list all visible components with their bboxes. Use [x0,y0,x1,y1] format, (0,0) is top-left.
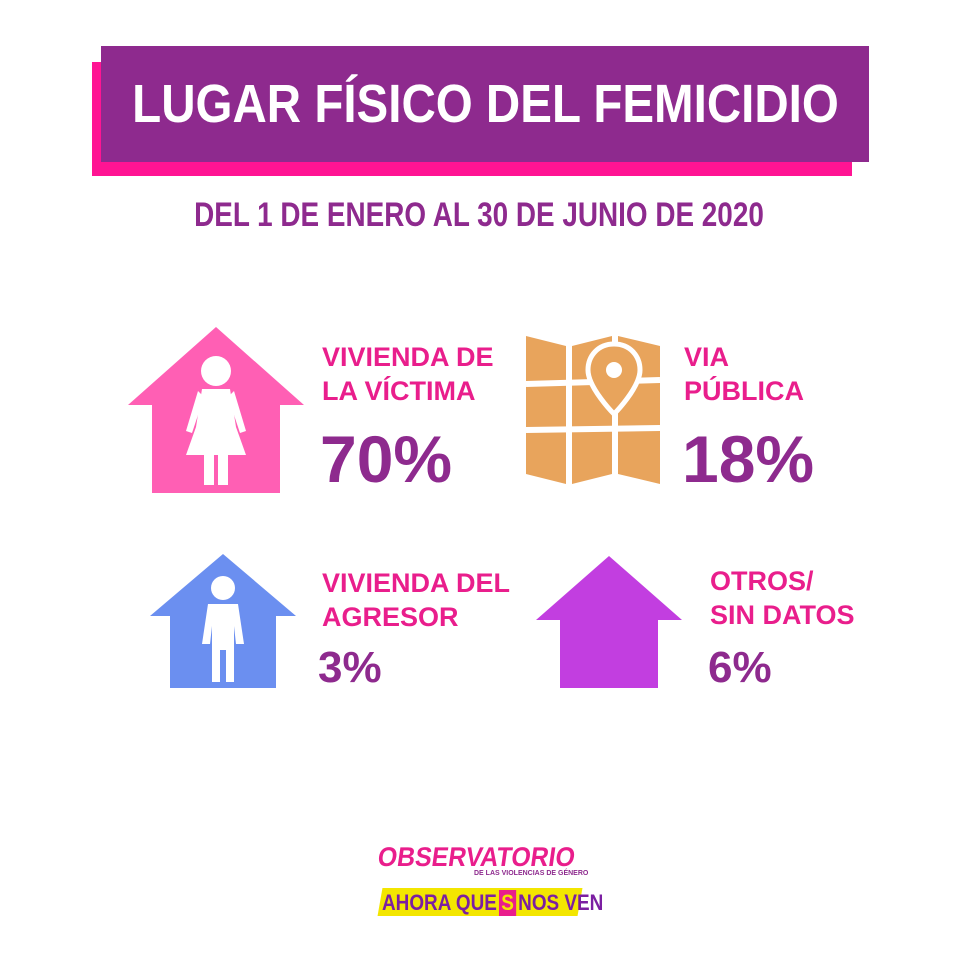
page-title: LUGAR FÍSICO DEL FEMICIDIO [131,74,839,134]
stat-label-otros: OTROS/ SIN DATOS [710,566,855,630]
stat-percent-vivienda-victima: 70% [320,422,453,496]
logo-slogan: AHORA QUE S NOS VEN [382,890,604,916]
house-woman-icon [128,327,304,493]
stat-percent-vivienda-agresor: 3% [318,643,382,692]
stat-label-via-publica: VIA PÚBLICA [684,342,804,406]
bolt-icon: S [498,890,517,916]
map-pin-icon [526,336,660,484]
stat-label-vivienda-victima: VIVIENDA DE LA VÍCTIMA [322,342,494,406]
stat-label-vivienda-agresor: VIVIENDA DEL AGRESOR [322,568,511,632]
logo-title: OBSERVATORIO [375,842,578,872]
observatorio-logo: OBSERVATORIO DE LAS VIOLENCIAS DE GÉNERO… [375,840,603,926]
stat-percent-otros: 6% [708,643,772,692]
page-subtitle: DEL 1 DE ENERO AL 30 DE JUNIO DE 2020 [194,196,764,234]
title-banner: LUGAR FÍSICO DEL FEMICIDIO [101,46,869,162]
logo-subtitle: DE LAS VIOLENCIAS DE GÉNERO [474,870,589,877]
stat-percent-via-publica: 18% [682,422,815,496]
house-man-icon [150,554,296,688]
house-icon [536,556,682,688]
